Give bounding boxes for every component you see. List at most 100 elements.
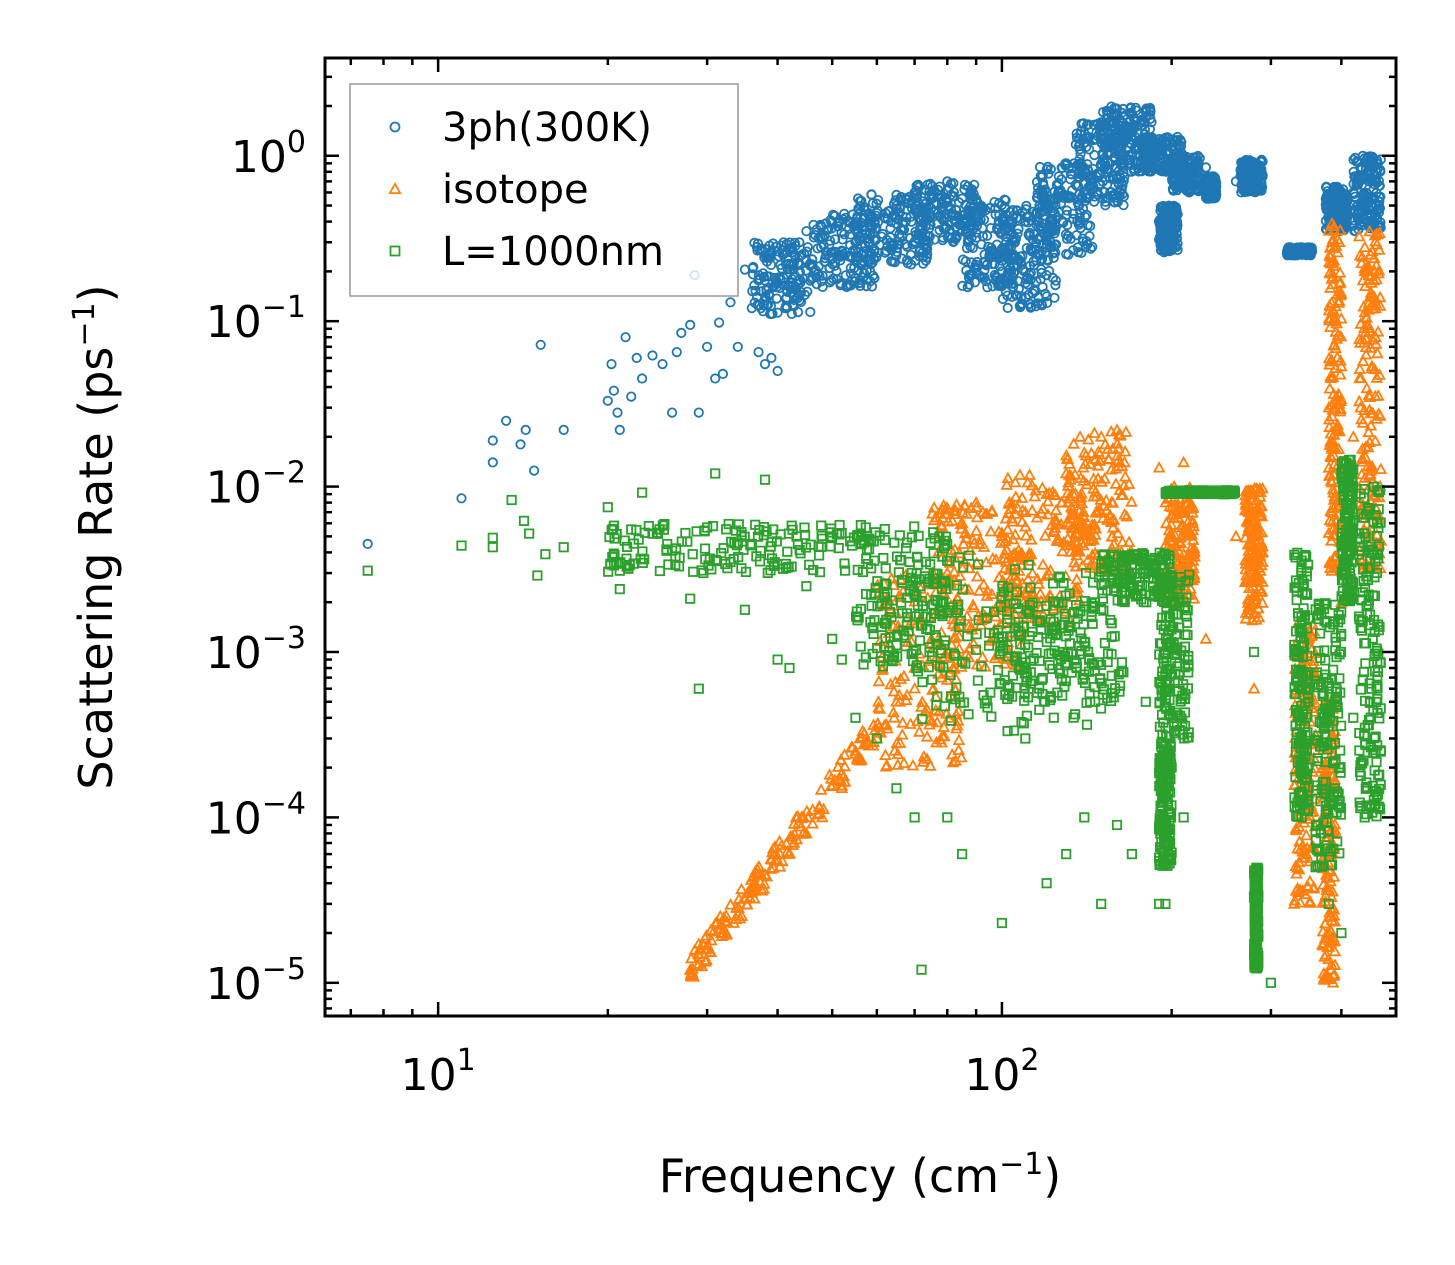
triangle-point: [1327, 501, 1340, 514]
circle-point: [921, 207, 932, 218]
triangle-point: [1325, 296, 1338, 308]
triangle-point: [977, 577, 991, 590]
circle-point: [1125, 150, 1136, 161]
triangle-point: [1324, 962, 1338, 975]
circle-point: [1031, 244, 1042, 255]
triangle-point: [934, 518, 948, 530]
triangle-point: [906, 758, 920, 771]
triangle-point: [1328, 337, 1341, 350]
circle-point: [1006, 278, 1017, 289]
triangle-point: [1244, 485, 1258, 498]
square-point: [766, 553, 778, 564]
square-point: [891, 640, 902, 651]
square-point: [687, 549, 698, 560]
triangle-point: [1243, 607, 1257, 619]
triangle-point: [1008, 475, 1022, 488]
circle-point: [1241, 186, 1252, 197]
circle-point: [1049, 292, 1060, 303]
circle-point: [775, 259, 786, 270]
circle-point: [1002, 302, 1013, 313]
circle-point: [1075, 148, 1086, 160]
triangle-point: [872, 674, 886, 687]
square-point: [861, 553, 872, 564]
triangle-point: [845, 740, 858, 752]
triangle-point: [1371, 346, 1384, 359]
triangle-point: [1364, 419, 1378, 431]
square-point: [758, 530, 769, 541]
triangle-point: [1251, 545, 1264, 557]
circle-point: [817, 270, 828, 281]
circle-point: [961, 243, 973, 254]
triangle-point: [1346, 430, 1360, 442]
circle-point: [965, 220, 977, 231]
circle-point: [676, 327, 687, 338]
triangle-point: [894, 672, 908, 684]
square-point: [894, 530, 905, 541]
circle-point: [1071, 132, 1083, 143]
triangle-point: [1075, 496, 1089, 509]
triangle-point: [1119, 425, 1133, 437]
triangle-point: [850, 751, 864, 763]
triangle-point: [1243, 560, 1257, 572]
triangle-point: [757, 877, 771, 889]
circle-point: [766, 352, 777, 363]
circle-point: [766, 308, 777, 320]
circle-point: [863, 246, 875, 257]
circle-point: [1088, 163, 1099, 174]
circle-point: [777, 249, 789, 260]
circle-point: [1306, 242, 1317, 253]
circle-point: [1374, 196, 1385, 207]
circle-point: [1166, 218, 1177, 229]
circle-point: [608, 385, 620, 396]
circle-point: [620, 332, 631, 343]
triangle-point: [1110, 437, 1124, 449]
square-point: [853, 612, 864, 623]
square-point: [615, 557, 626, 568]
square-point: [762, 567, 773, 579]
circle-point: [1078, 118, 1089, 129]
triangle-point: [813, 800, 826, 813]
square-point: [609, 550, 620, 561]
triangle-point: [1365, 361, 1379, 374]
circle-point: [1109, 139, 1121, 150]
triangle-point: [1364, 406, 1378, 419]
square-point: [699, 543, 711, 554]
triangle-point: [1365, 244, 1379, 257]
circle-point: [937, 235, 948, 246]
square-point: [804, 559, 815, 570]
triangle-point: [911, 714, 924, 727]
triangle-point: [1238, 531, 1252, 543]
circle-point: [1065, 174, 1076, 185]
triangle-point: [1372, 407, 1386, 419]
circle-point: [1050, 279, 1061, 291]
triangle-point: [900, 688, 914, 701]
circle-point: [834, 215, 845, 227]
triangle-point: [1358, 261, 1371, 274]
triangle-point: [824, 779, 838, 792]
square-point: [771, 536, 782, 547]
triangle-point: [970, 569, 984, 582]
triangle-point: [1104, 515, 1118, 527]
circle-point: [817, 281, 828, 292]
circle-point: [827, 209, 839, 220]
circle-point: [815, 232, 826, 243]
circle-point: [885, 223, 896, 234]
circle-point: [879, 212, 890, 223]
circle-point: [754, 273, 765, 284]
circle-point: [854, 234, 865, 245]
triangle-point: [972, 584, 986, 596]
circle-point: [1115, 159, 1126, 170]
triangle-point: [927, 513, 941, 526]
triangle-point: [787, 817, 801, 829]
circle-point: [1155, 223, 1166, 234]
triangle-point: [985, 587, 999, 599]
triangle-point: [1352, 229, 1366, 242]
circle-point: [1062, 219, 1073, 231]
triangle-point: [1244, 545, 1258, 557]
square-point: [875, 656, 886, 667]
triangle-point: [1308, 646, 1322, 659]
circle-point: [1170, 203, 1181, 214]
triangle-point: [1322, 952, 1335, 964]
triangle-point: [950, 721, 963, 734]
circle-point: [1113, 177, 1124, 188]
